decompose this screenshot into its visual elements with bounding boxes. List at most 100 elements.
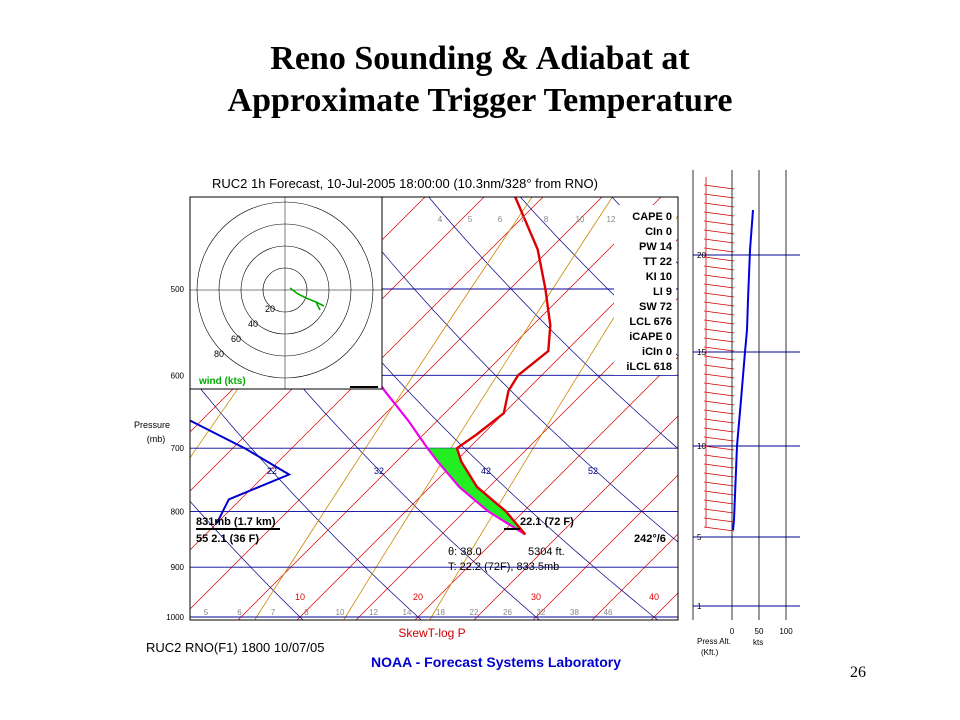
pressure-axis-unit: (mb) [147, 434, 166, 444]
mixing-ratio-label: 6 [237, 608, 242, 617]
dewpoint-annotation: 55 2.1 (36 F) [196, 533, 259, 545]
wind-barb [703, 256, 735, 262]
wind-barb [703, 364, 735, 370]
wind-barb [703, 481, 735, 487]
pressure-tick-label: 600 [171, 371, 185, 380]
wind-barb [703, 247, 735, 253]
mixing-ratio-label: 14 [403, 608, 412, 617]
index-value: TT 22 [643, 256, 672, 268]
isotherm-label: 30 [531, 592, 541, 602]
mixing-ratio-label: 7 [271, 608, 276, 617]
isotherm-line [749, 183, 960, 640]
mixing-ratio-label: 10 [576, 215, 585, 224]
wind-barb [703, 220, 735, 226]
mixing-ratio-label: 18 [436, 608, 445, 617]
mixing-ratio-label: 26 [503, 608, 512, 617]
adiabat-label: 42 [481, 466, 491, 476]
wind-barb [703, 382, 735, 388]
wind-barb [703, 184, 735, 190]
footer-station-id: RUC2 RNO(F1) 1800 10/07/05 [146, 640, 324, 655]
wind-barb [703, 319, 735, 325]
wind-barb [703, 346, 735, 352]
dewpoint-profile-line [190, 330, 292, 524]
mixing-ratio-label: 7 [521, 215, 526, 224]
wind-barb [703, 436, 735, 442]
index-value: iCIn 0 [642, 346, 672, 358]
dry-adiabat-line [190, 500, 304, 620]
wind-barb [703, 445, 735, 451]
wind-barb [703, 328, 735, 334]
wind-barb [703, 238, 735, 244]
hodograph-frame [189, 196, 383, 390]
axis-labels: 500 600 700 800 900 1000 10 20 30 40 22 32 42 52 4 5 6 7 8… [166, 215, 659, 622]
speed-tick-label: 0 [730, 627, 735, 636]
wind-speed-unit: kts [753, 638, 763, 647]
pressure-tick-label: 1000 [166, 613, 184, 622]
wind-barb [703, 418, 735, 424]
pressure-tick-label: 800 [171, 507, 185, 516]
wind-speed-trace [732, 209, 754, 531]
mixing-ratio-label: 10 [336, 608, 345, 617]
mixing-ratio-label: 12 [369, 608, 378, 617]
dry-adiabat-line [690, 183, 960, 640]
pressure-axis-label: Pressure [134, 420, 170, 430]
isotherm-line [808, 183, 960, 640]
adiabat-label: 22 [267, 466, 277, 476]
wind-barb [703, 490, 735, 496]
isotherm-line [414, 356, 678, 620]
wind-annotation: 242°/6 [634, 533, 666, 545]
speed-tick-label: 100 [779, 627, 793, 636]
wind-barb [703, 274, 735, 280]
dry-adiabat-line [781, 183, 960, 640]
sounding-annotations: 831mb (1.7 km) 55 2.1 (36 F) 22.1 (72 F) 24… [196, 386, 666, 573]
mixing-ratio-label: 4 [438, 215, 443, 224]
mixing-ratio-label: 38 [570, 608, 579, 617]
mixing-ratio-label: 22 [470, 608, 479, 617]
hodograph-trace [289, 287, 325, 311]
index-value: KI 10 [646, 271, 672, 283]
wind-barb [703, 391, 735, 397]
mixing-ratio-label: 8 [544, 215, 549, 224]
isotherm-line [355, 297, 678, 620]
isotherm-line [473, 415, 678, 620]
dry-adiabat-line [0, 183, 85, 640]
trigger-annotation: T: 22.2 (72F), 833.5mb [448, 561, 559, 573]
wind-barb [703, 337, 735, 343]
wind-barb [703, 283, 735, 289]
adiabat-label: 52 [588, 466, 598, 476]
dry-adiabat-line [336, 197, 678, 543]
hodograph-ring-label: 80 [214, 349, 224, 359]
isotherm-label: 20 [413, 592, 423, 602]
wind-barb [703, 427, 735, 433]
hodograph-ring-label: 20 [265, 304, 275, 314]
mixing-ratio-label: 32 [537, 608, 546, 617]
wind-barb [703, 355, 735, 361]
temperature-profile-line [455, 197, 552, 536]
pressure-tick-label: 900 [171, 563, 185, 572]
hodograph-label: wind (kts) [198, 376, 246, 387]
wind-barb [703, 265, 735, 271]
altitude-tick-label: 5 [697, 533, 702, 542]
mixing-ratio-line [254, 197, 533, 620]
isotherm-line [0, 183, 26, 640]
isotherm-line [0, 183, 85, 640]
height-annotation: 5304 ft. [528, 546, 565, 558]
chart-title: RUC2 1h Forecast, 10-Jul-2005 18:00:00 (… [212, 176, 598, 191]
hodograph-ring-label: 60 [231, 334, 241, 344]
hodograph-ring-label: 40 [248, 319, 258, 329]
wind-barb [703, 409, 735, 415]
isotherm-line [237, 197, 662, 620]
footer-org: NOAA - Forecast Systems Laboratory [371, 654, 621, 670]
wind-barb [703, 400, 735, 406]
index-value: LCL 676 [629, 316, 672, 328]
slide-title-line1: Reno Sounding & Adiabat at [270, 40, 690, 77]
wind-barb [703, 202, 735, 208]
index-value: PW 14 [639, 241, 673, 253]
isotherm-line [190, 197, 485, 492]
altitude-tick-label: 15 [697, 348, 706, 357]
cape-fill-area [427, 448, 526, 535]
mixing-ratio-label: 5 [468, 215, 473, 224]
mixing-ratio-label: 8 [304, 608, 309, 617]
page-number: 26 [850, 664, 866, 681]
